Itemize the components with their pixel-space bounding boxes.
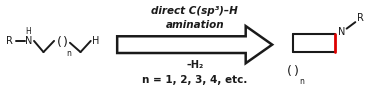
Text: N: N: [25, 36, 32, 46]
Text: R: R: [357, 13, 364, 23]
Text: n = 1, 2, 3, 4, etc.: n = 1, 2, 3, 4, etc.: [142, 75, 247, 85]
Text: amination: amination: [165, 20, 224, 30]
Text: ): ): [294, 65, 298, 78]
Text: n: n: [299, 77, 304, 86]
Polygon shape: [117, 26, 272, 63]
Text: R: R: [6, 36, 13, 46]
Text: (: (: [287, 65, 291, 78]
Text: n: n: [67, 49, 71, 57]
Text: H: H: [92, 36, 100, 46]
Text: ): ): [63, 36, 67, 49]
Text: direct C(sp³)–H: direct C(sp³)–H: [151, 6, 238, 16]
Text: N: N: [338, 27, 345, 37]
Text: H: H: [25, 27, 31, 36]
Text: (: (: [57, 36, 62, 49]
Text: –H₂: –H₂: [186, 60, 203, 70]
